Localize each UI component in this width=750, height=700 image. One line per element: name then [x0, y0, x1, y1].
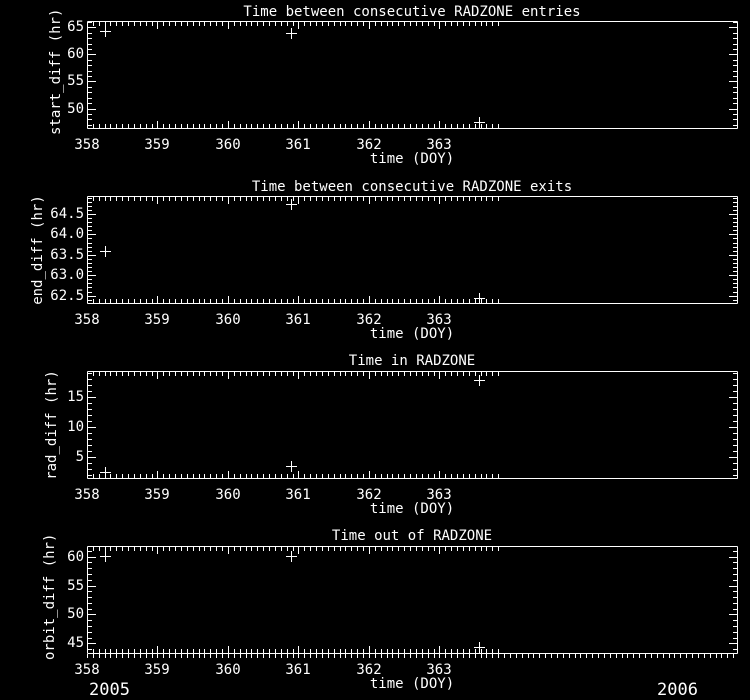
panel-4-data-points — [100, 551, 485, 653]
y-tick-label: 5 — [75, 449, 84, 465]
y-tick-label: 63.0 — [50, 267, 84, 283]
y-tick-label: 10 — [67, 419, 84, 435]
y-tick-label: 64.5 — [50, 206, 84, 222]
data-point-marker — [286, 551, 297, 562]
panel-1-title: Time between consecutive RADZONE entries — [243, 4, 581, 20]
panel-1-data-points — [100, 26, 485, 128]
y-tick-label: 55 — [67, 578, 84, 594]
panel-4-axes — [87, 546, 738, 658]
year-label-right: 2006 — [657, 680, 698, 700]
x-tick-label: 361 — [285, 487, 311, 503]
y-tick-label: 55 — [67, 73, 84, 89]
x-tick-label: 362 — [356, 487, 382, 503]
y-tick-label: 60 — [67, 549, 84, 565]
panel-4-x-axis-title: time (DOY) — [369, 676, 455, 692]
panel-2-data-points — [100, 199, 485, 304]
x-tick-label: 360 — [215, 662, 241, 678]
x-tick-label: 360 — [215, 487, 241, 503]
data-point-marker — [286, 461, 297, 472]
x-tick-label: 362 — [356, 312, 382, 328]
x-tick-label: 363 — [426, 662, 452, 678]
x-tick-label: 358 — [74, 487, 100, 503]
data-point-marker — [474, 375, 485, 386]
x-tick-label: 358 — [74, 662, 100, 678]
panel-2-axes — [87, 196, 738, 304]
data-point-marker — [286, 199, 297, 210]
y-tick-label: 45 — [67, 635, 84, 651]
x-tick-label: 362 — [356, 662, 382, 678]
y-tick-label: 64.0 — [50, 226, 84, 242]
y-tick-label: 50 — [67, 101, 84, 117]
y-tick-label: 60 — [67, 46, 84, 62]
x-tick-label: 361 — [285, 137, 311, 153]
data-point-marker — [474, 117, 485, 128]
panel-1-x-axis-title: time (DOY) — [369, 151, 455, 167]
panel-4-title: Time out of RADZONE — [331, 528, 493, 544]
panel-3-axes — [87, 371, 738, 479]
x-tick-label: 358 — [74, 312, 100, 328]
x-tick-label: 363 — [426, 312, 452, 328]
x-tick-label: 363 — [426, 487, 452, 503]
y-tick-label: 65 — [67, 19, 84, 35]
y-tick-label: 62.5 — [50, 288, 84, 304]
y-tick-label: 63.5 — [50, 247, 84, 263]
x-tick-label: 361 — [285, 662, 311, 678]
panel-3-data-points — [100, 375, 485, 478]
x-tick-label: 359 — [144, 137, 170, 153]
year-label-left: 2005 — [89, 680, 130, 700]
panel-1-axes — [87, 21, 738, 129]
data-point-marker — [100, 551, 111, 562]
data-point-marker — [286, 28, 297, 39]
x-tick-label: 360 — [215, 137, 241, 153]
data-point-marker — [474, 642, 485, 653]
x-tick-label: 363 — [426, 137, 452, 153]
data-point-marker — [100, 246, 111, 257]
x-tick-label: 362 — [356, 137, 382, 153]
data-point-marker — [100, 26, 111, 37]
panel-3-x-axis-title: time (DOY) — [369, 501, 455, 517]
x-tick-label: 359 — [144, 312, 170, 328]
data-point-marker — [474, 293, 485, 304]
y-tick-label: 15 — [67, 389, 84, 405]
x-tick-label: 360 — [215, 312, 241, 328]
panel-2-title: Time between consecutive RADZONE exits — [251, 179, 573, 195]
x-tick-label: 358 — [74, 137, 100, 153]
panel-3-title: Time in RADZONE — [348, 353, 476, 369]
x-tick-label: 359 — [144, 487, 170, 503]
x-tick-label: 359 — [144, 662, 170, 678]
y-tick-label: 50 — [67, 606, 84, 622]
panel-2-x-axis-title: time (DOY) — [369, 326, 455, 342]
data-point-marker — [100, 467, 111, 478]
x-tick-label: 361 — [285, 312, 311, 328]
